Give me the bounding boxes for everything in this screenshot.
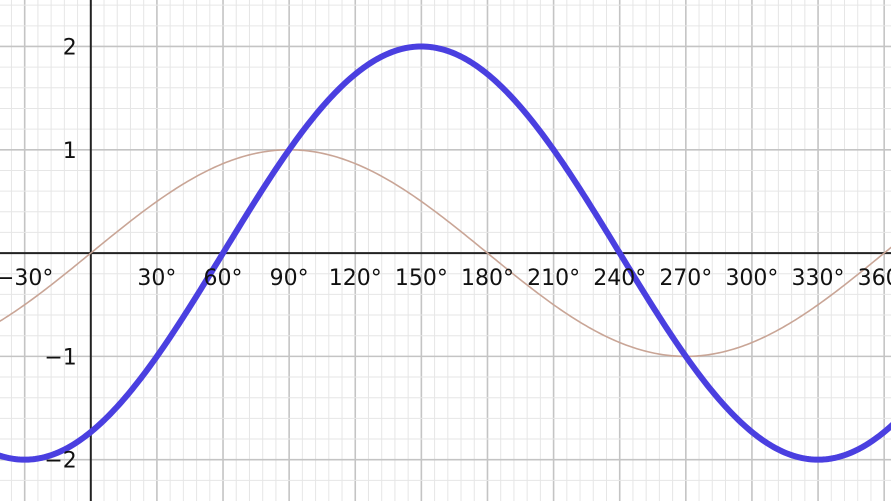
series-line-thin xyxy=(0,148,891,358)
x-tick-label: 240° xyxy=(593,266,646,291)
y-tick-label: 1 xyxy=(63,139,77,164)
x-tick-label: 300° xyxy=(725,266,778,291)
tick-labels: −30° 30° 60° 90° 120° 150° 180° 210° 240° 270° 300… xyxy=(0,35,891,473)
x-tick-label: 180° xyxy=(461,266,514,291)
x-tick-label: 30° xyxy=(137,266,176,291)
series-layer xyxy=(0,43,891,463)
x-tick-label: 210° xyxy=(527,266,580,291)
x-tick-label: 90° xyxy=(270,266,309,291)
series-line-thick xyxy=(0,43,891,463)
x-tick-label: 330° xyxy=(792,266,845,291)
x-tick-label: 120° xyxy=(329,266,382,291)
x-tick-label: 360° xyxy=(858,266,891,291)
x-tick-label: −30° xyxy=(0,266,53,291)
x-tick-label: 150° xyxy=(395,266,448,291)
y-tick-label: −1 xyxy=(44,345,76,370)
x-tick-label: 270° xyxy=(659,266,712,291)
y-tick-label: −2 xyxy=(44,449,76,474)
x-tick-label: 60° xyxy=(204,266,243,291)
y-tick-label: 2 xyxy=(63,35,77,60)
